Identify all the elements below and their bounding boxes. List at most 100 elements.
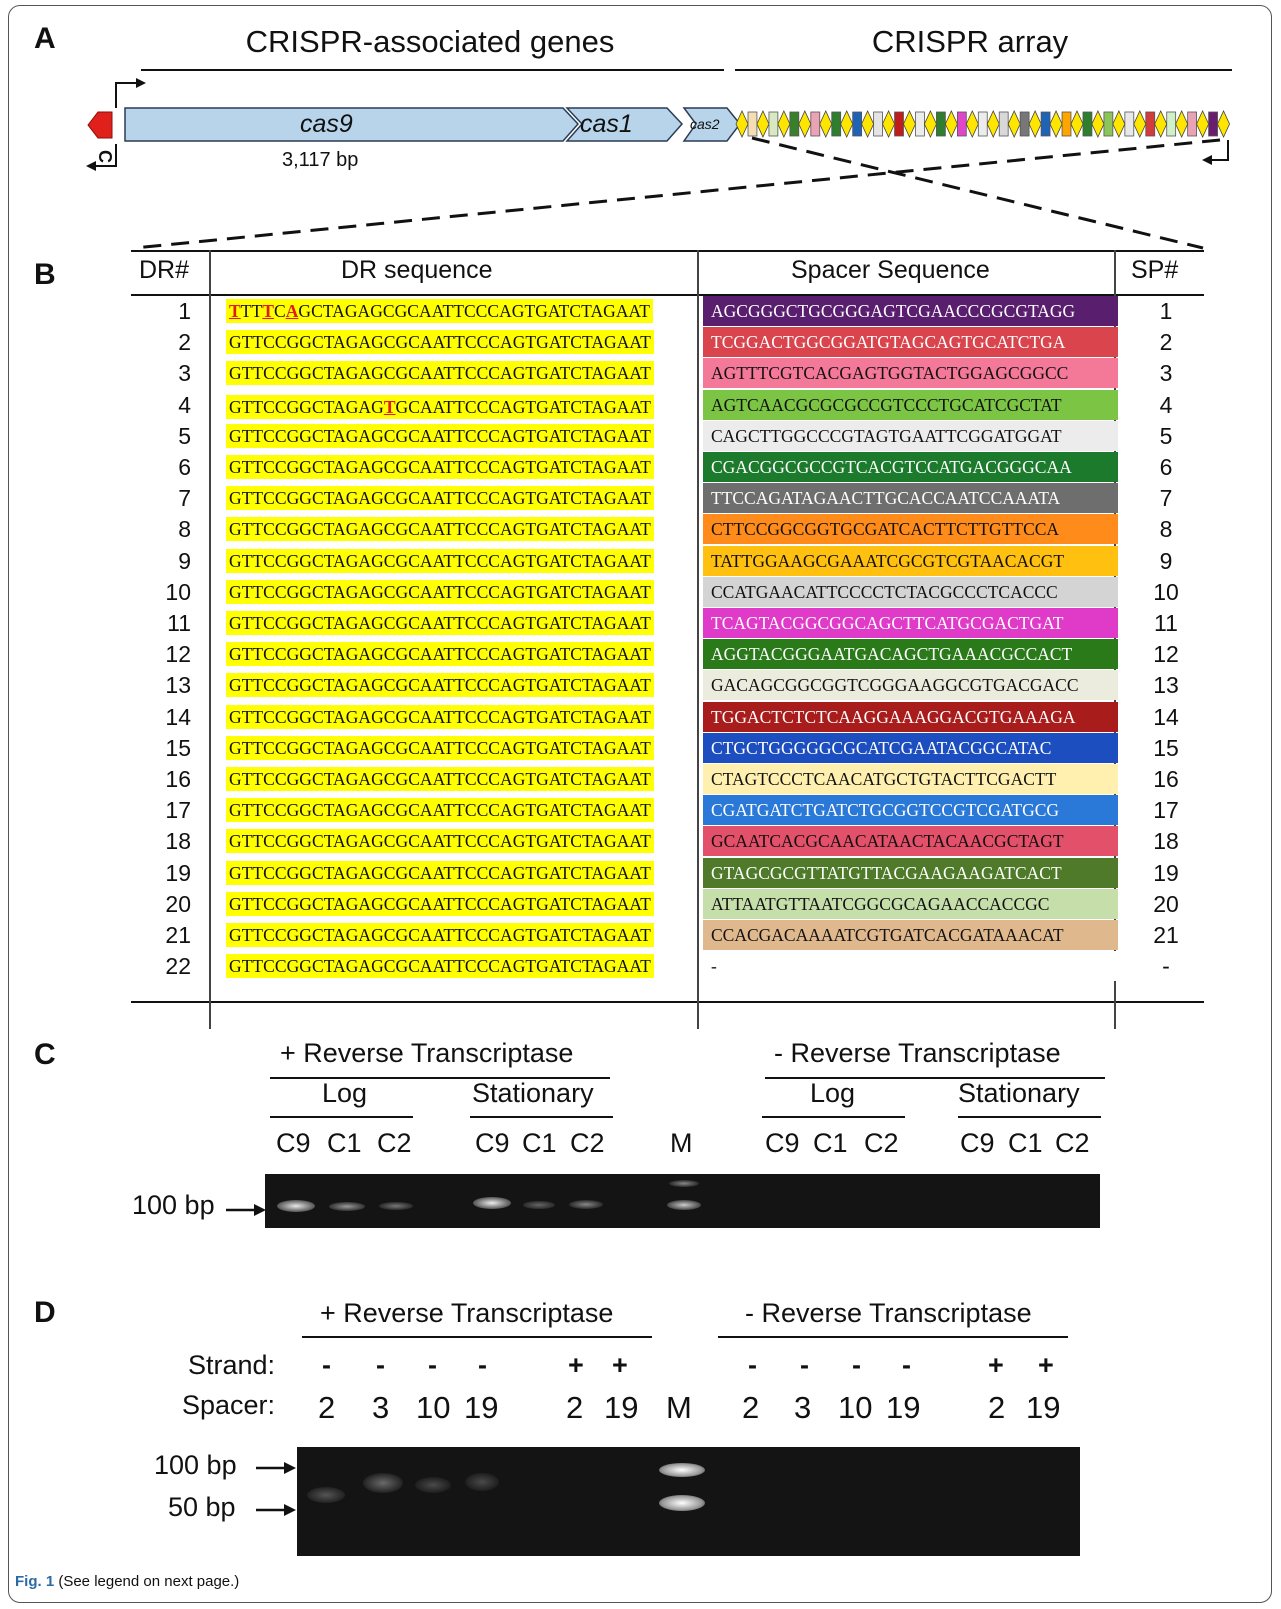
c-lane-c1: C1 xyxy=(522,1128,557,1158)
c-stationary-label: Stationary xyxy=(472,1078,594,1108)
repeat-diamond xyxy=(1175,110,1189,138)
repeat-diamond xyxy=(798,110,812,138)
d-spacer-label: Spacer: xyxy=(182,1390,276,1420)
gel-band xyxy=(363,1473,403,1493)
figure-caption: Fig. 1 (See legend on next page.) xyxy=(15,1573,239,1590)
c-lane-c1: C1 xyxy=(1008,1128,1043,1158)
spacer-sequence: ATTAATGTTAATCGGCGCAGAACCACCGC xyxy=(703,888,1118,919)
gel-marker-band xyxy=(667,1200,701,1210)
spacer-sequence: TTCCAGATAGAACTTGCACCAATCCAAATA xyxy=(703,483,1118,514)
c-minus-rt-rule xyxy=(765,1077,1105,1079)
spacer-block xyxy=(894,111,904,137)
d-spacer-19: 19 xyxy=(1026,1390,1061,1425)
spacer-sequence: CAGCTTGGCCCGTAGTGAATTCGGATGGAT xyxy=(703,420,1118,451)
d-strand-plus: + xyxy=(1038,1350,1054,1380)
dr-sequence: GTTCCGGCTAGAGCGCAATTCCCAGTGATCTAGAAT xyxy=(226,548,654,573)
spacer-sequence: TCAGTACGGCGGCAGCTTCATGCGACTGAT xyxy=(703,608,1118,638)
panel-c-letter: C xyxy=(34,1038,56,1071)
d-spacer-19: 19 xyxy=(886,1390,921,1425)
d-spacer-10: 10 xyxy=(416,1390,451,1425)
cas9-label: cas9 xyxy=(300,110,353,138)
d-strand-minus: - xyxy=(800,1350,809,1380)
dr-number: 10 xyxy=(165,578,191,605)
sp-number: 1 xyxy=(1159,298,1173,324)
d-spacer-3: 3 xyxy=(794,1390,812,1425)
sp-number: 12 xyxy=(1153,641,1179,668)
cas2-gene-arrow xyxy=(682,107,741,142)
dr-number: 2 xyxy=(178,329,191,356)
sp-number: 15 xyxy=(1153,734,1179,761)
spacer-block xyxy=(1124,111,1135,137)
sp-number: 2 xyxy=(1159,329,1173,356)
dr-number: 21 xyxy=(165,922,191,948)
panel-d-letter: D xyxy=(34,1296,56,1329)
table-bottom-rule xyxy=(131,1001,1204,1003)
dr-sequence: GTTCCGGCTAGAGCGCAATTCCCAGTGATCTAGAAT xyxy=(226,673,654,698)
repeat-diamond xyxy=(903,110,916,138)
cas9-size-label: 3,117 bp xyxy=(282,149,359,171)
spacer-sequence: AGCGGGCTGCGGGAGTCGAACCCGCGTAGG xyxy=(703,296,1118,326)
d-strand-minus: - xyxy=(748,1350,757,1380)
d-strand-minus: - xyxy=(322,1350,331,1380)
c-stationary-rule-2 xyxy=(958,1116,1101,1118)
red-gene-arrow xyxy=(87,111,113,139)
d-minus-rt-label: - Reverse Transcriptase xyxy=(745,1298,1032,1328)
dr-seq-row4: GTTCCGGCTAGAGTGCAATTCCCAGTGATCTAGAAT xyxy=(226,395,654,419)
dr-number: 20 xyxy=(165,890,191,917)
gel-band xyxy=(473,1197,511,1209)
cas1-label: cas1 xyxy=(580,110,633,138)
repeat-diamond xyxy=(965,110,979,138)
dr-number: 1 xyxy=(178,298,191,324)
promoter-arrow-reverse xyxy=(96,144,117,167)
repeat-diamond xyxy=(1028,110,1042,138)
gel-band xyxy=(569,1200,603,1209)
d-lane-marker: M xyxy=(666,1390,692,1425)
repeat-diamond xyxy=(882,110,895,138)
c-lane-c9: C9 xyxy=(475,1128,510,1158)
repeat-diamond xyxy=(819,110,833,138)
dr-sequence: GTTCCGGCTAGAGCGCAATTCCCAGTGATCTAGAAT xyxy=(226,455,654,479)
dr-sequence: GTTCCGGCTAGAGCGCAATTCCCAGTGATCTAGAAT xyxy=(226,923,654,947)
d-strand-plus: + xyxy=(568,1350,584,1380)
d-spacer-2: 2 xyxy=(742,1390,760,1425)
spacer-block xyxy=(936,111,946,137)
spacer-sequence: CTGCTGGGGGCGCATCGAATACGGCATAC xyxy=(703,732,1118,763)
sp-number: 3 xyxy=(1159,360,1173,387)
col-dr-num: DR# xyxy=(139,256,190,284)
d-size-100-label: 100 bp xyxy=(154,1450,237,1480)
sp-number: 16 xyxy=(1153,766,1179,792)
d-spacer-19: 19 xyxy=(464,1390,499,1425)
cas1-gene-arrow xyxy=(565,107,684,142)
spacer-block xyxy=(998,111,1009,137)
sp-number: 6 xyxy=(1159,454,1173,480)
sp-number: 8 xyxy=(1159,516,1173,543)
dr-number: 11 xyxy=(167,610,191,636)
repeat-diamond xyxy=(1070,110,1084,138)
mutation-base: A xyxy=(285,301,299,321)
repeat-diamond xyxy=(923,110,937,138)
dr-sequence: GTTCCGGCTAGAGCGCAATTCCCAGTGATCTAGAAT xyxy=(226,829,654,854)
gel-marker-band xyxy=(659,1463,705,1477)
dr-sequence: GTTCCGGCTAGAGCGCAATTCCCAGTGATCTAGAAT xyxy=(226,579,654,604)
crispr-array-bracket xyxy=(735,69,1232,71)
sp-number: 20 xyxy=(1153,890,1179,917)
spacer-sequence: AGGTACGGGAATGACAGCTGAAACGCCACT xyxy=(703,639,1118,670)
dr-seq-row1: TTTTCAGCTAGAGCGCAATTCCCAGTGATCTAGAAT xyxy=(226,299,654,323)
dr-sequence: GTTCCGGCTAGAGCGCAATTCCCAGTGATCTAGAAT xyxy=(226,704,654,729)
dr-number: 22 xyxy=(165,953,191,980)
d-strand-plus: + xyxy=(612,1350,628,1380)
table-col-divider xyxy=(209,250,211,1029)
dr-sequence: GTTCCGGCTAGAGCGCAATTCCCAGTGATCTAGAAT xyxy=(226,517,654,542)
c-lane-c1: C1 xyxy=(327,1128,362,1158)
dr-number: 16 xyxy=(165,766,191,792)
spacer-sequence: GACAGCGGCGGTCGGGAAGGCGTGACGACC xyxy=(703,670,1118,701)
d-spacer-19: 19 xyxy=(604,1390,639,1425)
cas2-label: cas2 xyxy=(690,116,720,132)
d-strand-minus: - xyxy=(852,1350,861,1380)
d-size-50-label: 50 bp xyxy=(168,1492,236,1522)
d-strand-minus: - xyxy=(902,1350,911,1380)
gel-c-image xyxy=(265,1174,1100,1228)
cas-genes-bracket xyxy=(141,69,724,71)
panel-b-letter: B xyxy=(34,258,56,291)
repeat-diamond xyxy=(1091,110,1105,138)
